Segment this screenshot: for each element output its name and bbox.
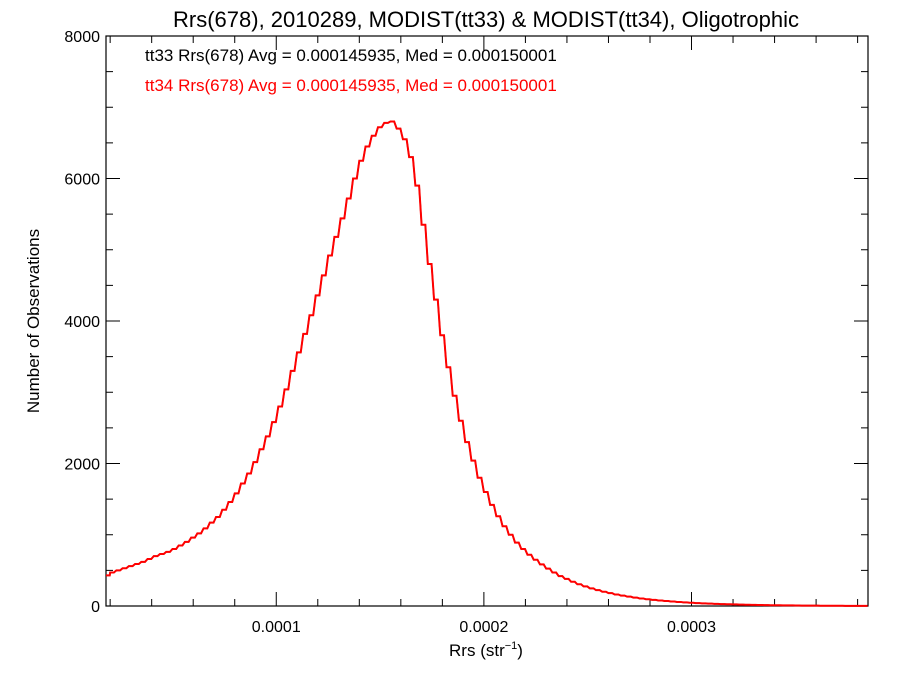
y-tick-label: 6000: [64, 172, 100, 189]
plot-frame: [105, 35, 869, 607]
x-axis-label-exponent: −1: [505, 640, 518, 652]
x-axis-ticks: 0.0001 0.0002 0.0003: [109, 36, 859, 636]
y-tick-label: 4000: [64, 314, 100, 331]
y-tick-label: 8000: [64, 29, 100, 46]
legend-entry-tt33: tt33 Rrs(678) Avg = 0.000145935, Med = 0…: [145, 46, 557, 65]
x-axis-label: Rrs (str−1): [449, 640, 523, 660]
x-tick-label: 0.0001: [252, 619, 301, 636]
chart-title: Rrs(678), 2010289, MODIST(tt33) & MODIST…: [173, 7, 799, 32]
series-line-tt34: [106, 120, 868, 607]
y-axis-ticks: 0 2000 4000 6000 8000: [64, 29, 868, 616]
y-axis-label: Number of Observations: [24, 229, 43, 413]
x-tick-label: 0.0002: [459, 619, 508, 636]
x-tick-label: 0.0003: [667, 619, 716, 636]
series-line-tt33: [106, 120, 868, 607]
y-tick-label: 2000: [64, 457, 100, 474]
legend-entry-tt34: tt34 Rrs(678) Avg = 0.000145935, Med = 0…: [145, 76, 557, 95]
x-axis-label-base: Rrs (str: [449, 641, 505, 660]
series-layer: [106, 120, 868, 607]
y-tick-label: 0: [91, 599, 100, 616]
x-axis-label-close: ): [517, 641, 523, 660]
